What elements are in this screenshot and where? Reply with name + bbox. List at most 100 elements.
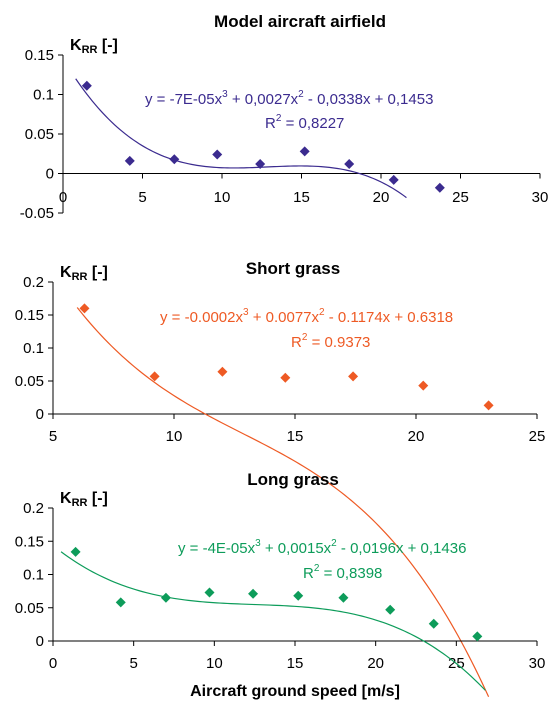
- data-point: [124, 155, 135, 166]
- data-point: [169, 154, 180, 165]
- data-point: [293, 590, 304, 601]
- y-axis-label-subscript: RR: [72, 271, 88, 283]
- data-point: [160, 592, 171, 603]
- equation-text: y = -0.0002x: [160, 309, 243, 326]
- x-tick-label: 0: [49, 655, 57, 672]
- x-tick-label: 10: [166, 428, 183, 445]
- r-squared-text: R: [303, 565, 314, 582]
- chart-title: Model aircraft airfield: [214, 12, 386, 31]
- y-axis-label: KRR [-]: [60, 264, 108, 283]
- y-tick-label: 0.05: [15, 373, 44, 390]
- equation-exponent: 3: [222, 89, 228, 100]
- x-tick-label: 5: [138, 189, 146, 206]
- x-tick-label: 10: [206, 655, 223, 672]
- y-tick-label: 0.1: [33, 87, 54, 104]
- y-axis-label-unit: [-]: [87, 264, 107, 281]
- x-tick-label: 20: [373, 189, 390, 206]
- y-axis-label-main: K: [70, 37, 82, 54]
- trendline: [75, 78, 407, 199]
- chart-title: Short grass: [246, 259, 340, 278]
- r-squared-exponent: 2: [276, 113, 282, 124]
- trendline-equation: y = -4E-05x3 + 0,0015x2 - 0,0196x + 0,14…: [178, 538, 466, 557]
- chart-title: Long grass: [247, 470, 339, 489]
- r-squared-exponent: 2: [302, 332, 308, 343]
- x-tick-label: 15: [287, 655, 304, 672]
- equation-text: - 0,0338x + 0,1453: [304, 91, 434, 108]
- trendline-equation: y = -7E-05x3 + 0,0027x2 - 0,0338x + 0,14…: [145, 89, 433, 108]
- y-axis-label: KRR [-]: [70, 37, 118, 56]
- equation-exponent: 3: [255, 538, 261, 549]
- y-tick-label: 0: [36, 633, 44, 650]
- equation-text: y = -4E-05x: [178, 540, 256, 557]
- r-squared-text: = 0,8227: [281, 115, 344, 132]
- y-axis-label-main: K: [60, 490, 72, 507]
- equation-text: + 0,0027x: [228, 91, 299, 108]
- y-axis-label-unit: [-]: [97, 37, 117, 54]
- data-point: [344, 159, 355, 170]
- data-point: [299, 146, 310, 157]
- y-tick-label: 0.15: [15, 533, 44, 550]
- x-tick-label: 10: [214, 189, 231, 206]
- r-squared: R2 = 0,8227: [265, 113, 344, 132]
- r-squared: R2 = 0,8398: [303, 563, 382, 582]
- x-tick-label: 30: [532, 189, 549, 206]
- data-point: [204, 587, 215, 598]
- x-tick-label: 15: [293, 189, 310, 206]
- y-tick-label: 0: [36, 406, 44, 423]
- y-axis-label-unit: [-]: [87, 490, 107, 507]
- equation-text: y = -7E-05x: [145, 91, 223, 108]
- data-point: [79, 303, 90, 314]
- y-tick-label: 0.2: [23, 274, 44, 291]
- data-point: [388, 174, 399, 185]
- y-tick-label: 0.2: [23, 500, 44, 517]
- y-tick-label: 0.15: [25, 47, 54, 64]
- y-axis-label-subscript: RR: [82, 44, 98, 56]
- x-tick-label: 5: [49, 428, 57, 445]
- data-point: [348, 371, 359, 382]
- y-tick-label: 0.1: [23, 340, 44, 357]
- x-tick-label: 25: [452, 189, 469, 206]
- data-point: [472, 631, 483, 642]
- x-tick-label: 30: [529, 655, 546, 672]
- trendline-equation: y = -0.0002x3 + 0.0077x2 - 0.1174x + 0.6…: [160, 307, 453, 326]
- y-axis-label-main: K: [60, 264, 72, 281]
- y-tick-label: 0: [46, 166, 54, 183]
- data-point: [81, 80, 92, 91]
- equation-exponent: 2: [331, 538, 337, 549]
- data-point: [115, 597, 126, 608]
- x-tick-label: 0: [59, 189, 67, 206]
- r-squared-exponent: 2: [314, 563, 320, 574]
- data-point: [385, 604, 396, 615]
- equation-text: + 0,0015x: [261, 540, 332, 557]
- r-squared-text: R: [265, 115, 276, 132]
- chart-3: Long grass KRR [-] 0 0.05 0.1 0.15 0.2 0 5 10 15 20…: [15, 470, 546, 700]
- y-tick-label: -0.05: [20, 205, 54, 222]
- data-point: [428, 618, 439, 629]
- equation-exponent: 2: [319, 307, 325, 318]
- x-tick-label: 15: [287, 428, 304, 445]
- chart-1: Model aircraft airfield KRR [-] -0.05 0 0.05…: [20, 12, 549, 222]
- data-point: [70, 546, 81, 557]
- x-tick-label: 25: [529, 428, 546, 445]
- r-squared-text: = 0.9373: [307, 334, 370, 351]
- x-tick-label: 5: [129, 655, 137, 672]
- trendline: [76, 307, 490, 698]
- y-tick-label: 0.05: [15, 600, 44, 617]
- r-squared: R2 = 0.9373: [291, 332, 370, 351]
- y-tick-label: 0.05: [25, 126, 54, 143]
- trendline: [60, 551, 486, 691]
- y-tick-label: 0.1: [23, 567, 44, 584]
- y-axis-label-subscript: RR: [72, 497, 88, 509]
- r-squared-text: = 0,8398: [319, 565, 382, 582]
- equation-text: + 0.0077x: [249, 309, 320, 326]
- y-tick-label: 0.15: [15, 307, 44, 324]
- data-point: [338, 592, 349, 603]
- data-point: [483, 400, 494, 411]
- x-axis-label: Aircraft ground speed [m/s]: [190, 683, 400, 700]
- r-squared-text: R: [291, 334, 302, 351]
- data-point: [418, 380, 429, 391]
- equation-exponent: 2: [298, 89, 304, 100]
- data-point: [212, 149, 223, 160]
- data-point: [149, 371, 160, 382]
